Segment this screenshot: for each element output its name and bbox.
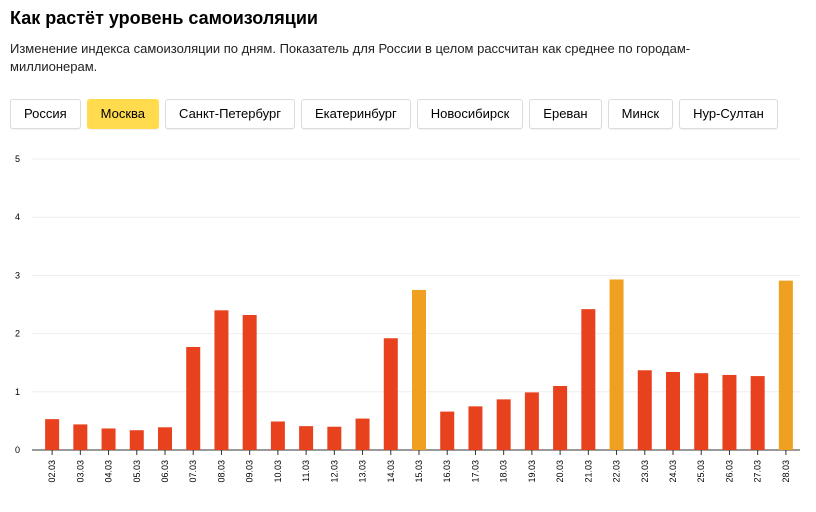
- x-tick-label: 12.03: [329, 460, 339, 483]
- page-subtitle: Изменение индекса самоизоляции по дням. …: [10, 41, 691, 74]
- x-tick-label: 18.03: [499, 460, 509, 483]
- y-tick-label: 0: [15, 445, 20, 455]
- x-tick-label: 10.03: [273, 460, 283, 483]
- bar-07.03[interactable]: [186, 346, 201, 450]
- x-tick-label: 22.03: [612, 460, 622, 483]
- bar-12.03[interactable]: [327, 426, 342, 450]
- x-tick-label: 15.03: [414, 460, 424, 483]
- x-tick-label: 04.03: [104, 460, 114, 483]
- bar-10.03[interactable]: [270, 421, 285, 450]
- city-tabs: Россия Москва Санкт-Петербург Екатеринбу…: [10, 99, 778, 129]
- tab-novosibirsk[interactable]: Новосибирск: [416, 99, 524, 129]
- page-title: Как растёт уровень самоизоляции: [10, 8, 318, 28]
- x-tick-label: 05.03: [132, 460, 142, 483]
- y-tick-label: 4: [15, 212, 20, 222]
- tab-russia[interactable]: Россия: [10, 99, 81, 129]
- bar-11.03[interactable]: [299, 426, 314, 450]
- tab-nur-sultan[interactable]: Нур-Султан: [679, 99, 778, 129]
- bar-21.03[interactable]: [581, 309, 596, 450]
- tab-moscow[interactable]: Москва: [86, 99, 160, 129]
- y-axis: 0 1 2 3 4 5: [15, 154, 20, 455]
- y-tick-label: 5: [15, 154, 20, 164]
- x-tick-label: 02.03: [47, 460, 57, 483]
- y-tick-label: 3: [15, 270, 20, 280]
- y-tick-label: 2: [15, 329, 20, 339]
- x-tick-label: 21.03: [583, 460, 593, 483]
- bar-06.03[interactable]: [158, 427, 172, 450]
- x-tick-label: 08.03: [216, 460, 226, 483]
- bar-03.03[interactable]: [73, 424, 88, 450]
- bar-28.03[interactable]: [778, 280, 793, 450]
- bar-04.03[interactable]: [101, 428, 116, 450]
- bar-14.03[interactable]: [383, 338, 398, 450]
- bar-27.03[interactable]: [750, 376, 765, 450]
- x-tick-label: 27.03: [753, 460, 763, 483]
- tab-minsk[interactable]: Минск: [607, 99, 674, 129]
- x-tick-label: 06.03: [160, 460, 170, 483]
- bar-09.03[interactable]: [242, 314, 257, 450]
- bar-13.03[interactable]: [355, 418, 370, 450]
- bar-17.03[interactable]: [468, 406, 483, 450]
- x-tick-label: 23.03: [640, 460, 650, 483]
- bar-05.03[interactable]: [129, 430, 144, 450]
- x-tick-label: 26.03: [724, 460, 734, 483]
- y-tick-label: 1: [15, 387, 20, 397]
- x-tick-label: 14.03: [386, 460, 396, 483]
- bar-chart: 0 1 2 3 4 5 02.03 03.03 04.03 05.03 06.03 07.03 08.…: [15, 154, 800, 483]
- x-tick-label: 25.03: [696, 460, 706, 483]
- x-tick-label: 20.03: [555, 460, 565, 483]
- tab-yekaterinburg[interactable]: Екатеринбург: [301, 99, 411, 129]
- bars: [45, 279, 793, 450]
- x-tick-label: 28.03: [781, 460, 791, 483]
- tab-yerevan[interactable]: Ереван: [529, 99, 602, 129]
- bar-02.03[interactable]: [45, 419, 60, 450]
- bar-08.03[interactable]: [214, 310, 229, 450]
- bar-26.03[interactable]: [722, 374, 737, 450]
- x-tick-label: 11.03: [301, 460, 311, 482]
- x-tick-label: 16.03: [442, 460, 452, 483]
- bar-20.03[interactable]: [553, 385, 568, 450]
- tab-saint-petersburg[interactable]: Санкт-Петербург: [165, 99, 295, 129]
- bar-23.03[interactable]: [637, 370, 652, 450]
- bar-18.03[interactable]: [496, 399, 511, 450]
- bar-15.03[interactable]: [412, 289, 426, 450]
- x-tick-label: 09.03: [245, 460, 255, 483]
- x-tick-label: 03.03: [75, 460, 85, 483]
- bar-25.03[interactable]: [694, 373, 709, 450]
- x-tick-label: 19.03: [527, 460, 537, 483]
- bar-24.03[interactable]: [666, 372, 680, 450]
- x-axis-labels: 02.03 03.03 04.03 05.03 06.03 07.03 08.03 09.03…: [47, 450, 791, 483]
- x-tick-label: 07.03: [188, 460, 198, 483]
- bar-22.03[interactable]: [609, 279, 624, 450]
- bar-19.03[interactable]: [524, 392, 539, 450]
- x-tick-label: 17.03: [470, 460, 480, 483]
- x-tick-label: 13.03: [358, 460, 368, 483]
- x-tick-label: 24.03: [668, 460, 678, 483]
- bar-16.03[interactable]: [440, 411, 455, 450]
